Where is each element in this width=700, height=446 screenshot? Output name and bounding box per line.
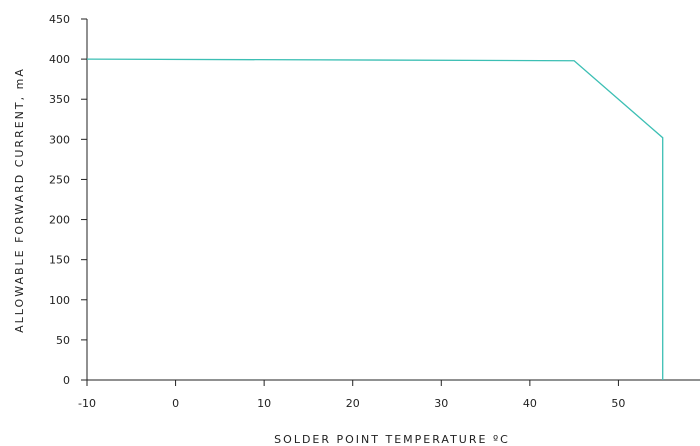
x-axis-title: SOLDER POINT TEMPERATURE ºC <box>274 433 510 446</box>
y-tick-label: 250 <box>49 173 70 186</box>
y-axis-ticks: 0 50 100 150 200 250 300 350 400 450 <box>49 13 87 387</box>
x-tick-label: 20 <box>346 397 360 410</box>
x-tick-label: -10 <box>78 397 96 410</box>
y-axis-title: ALLOWABLE FORWARD CURRENT, mA <box>13 67 26 333</box>
x-tick-label: 0 <box>172 397 179 410</box>
y-tick-label: 400 <box>49 53 70 66</box>
x-tick-label: 10 <box>257 397 271 410</box>
y-tick-label: 450 <box>49 13 70 26</box>
y-tick-label: 50 <box>56 334 70 347</box>
x-tick-label: 40 <box>523 397 537 410</box>
x-tick-label: 50 <box>611 397 625 410</box>
series-line-0 <box>86 58 664 380</box>
y-tick-label: 200 <box>49 214 70 227</box>
axes <box>86 19 700 381</box>
y-tick-label: 150 <box>49 254 70 267</box>
x-tick-label: 30 <box>434 397 448 410</box>
series-group <box>86 58 664 380</box>
y-tick-label: 0 <box>63 374 70 387</box>
x-axis-ticks: -100102030405060 <box>78 380 625 410</box>
y-tick-label: 350 <box>49 93 70 106</box>
y-tick-label: 100 <box>49 294 70 307</box>
y-tick-label: 300 <box>49 133 70 146</box>
